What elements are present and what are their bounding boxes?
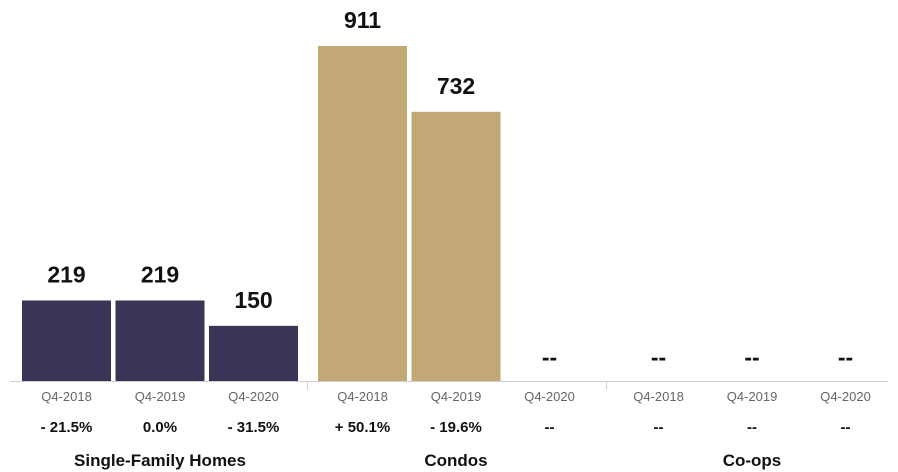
group-label: Co-ops [723, 451, 782, 470]
bar-1-0 [318, 46, 407, 381]
group-label: Condos [424, 451, 487, 470]
bar-0-1 [115, 300, 205, 381]
bar-1-1 [411, 111, 501, 381]
group-label: Single-Family Homes [74, 451, 246, 470]
x-tick-label: Q4-2018 [337, 389, 388, 404]
x-tick-label: Q4-2019 [727, 389, 778, 404]
value-label: 150 [234, 287, 272, 313]
change-label: - 19.6% [430, 419, 482, 436]
x-tick-label: Q4-2020 [820, 389, 871, 404]
value-label: 911 [344, 7, 381, 33]
value-label: -- [651, 344, 666, 370]
change-label: - 31.5% [228, 419, 280, 436]
value-label: 219 [141, 261, 179, 287]
value-label: -- [744, 344, 759, 370]
bar-0-0 [22, 300, 111, 381]
bar-0-2 [209, 325, 298, 381]
value-label: 219 [47, 261, 85, 287]
x-tick-label: Q4-2020 [228, 389, 279, 404]
change-label: -- [654, 419, 664, 436]
x-tick-label: Q4-2018 [633, 389, 684, 404]
x-tick-label: Q4-2018 [41, 389, 92, 404]
change-label: -- [747, 419, 757, 436]
value-label: -- [542, 344, 557, 370]
value-label: 732 [437, 73, 475, 99]
change-label: -- [545, 419, 555, 436]
change-label: - 21.5% [41, 419, 93, 436]
change-label: -- [841, 419, 851, 436]
change-label: 0.0% [143, 419, 177, 436]
x-tick-label: Q4-2020 [524, 389, 575, 404]
x-tick-label: Q4-2019 [431, 389, 482, 404]
change-label: + 50.1% [335, 419, 390, 436]
value-label: -- [838, 344, 853, 370]
x-tick-label: Q4-2019 [135, 389, 186, 404]
